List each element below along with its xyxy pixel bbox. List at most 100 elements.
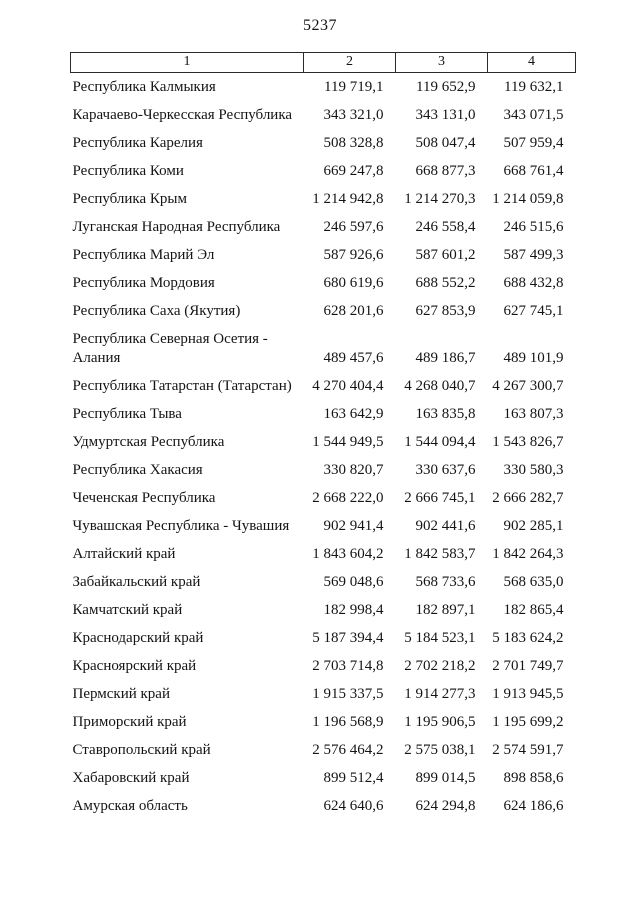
value-cell: 628 201,6 — [323, 302, 384, 319]
header-col-3: 3 — [395, 52, 488, 73]
region-name-cell: Республика Хакасия — [72, 461, 203, 478]
value-cell: 1 913 945,5 — [492, 685, 564, 702]
value-cell: 668 877,3 — [415, 162, 476, 179]
header-col-2: 2 — [303, 52, 396, 73]
value-cell: 507 959,4 — [503, 134, 564, 151]
region-name-cell: Камчатский край — [72, 601, 183, 618]
header-col-4: 4 — [487, 52, 576, 73]
region-name-cell: Республика Карелия — [72, 134, 203, 151]
value-cell: 669 247,8 — [323, 162, 384, 179]
region-name-cell: Республика Тыва — [72, 405, 182, 422]
region-name-cell: Республика Коми — [72, 162, 184, 179]
value-cell: 343 321,0 — [323, 106, 384, 123]
region-name-cell: Забайкальский край — [72, 573, 201, 590]
value-cell: 587 926,6 — [323, 246, 384, 263]
region-name-cell: Амурская область — [72, 797, 188, 814]
value-cell: 343 071,5 — [503, 106, 564, 123]
region-name-cell: Краснодарский край — [72, 629, 204, 646]
page-number: 5237 — [303, 17, 337, 34]
value-cell: 568 733,6 — [415, 573, 476, 590]
table-header: 1 2 3 4 — [70, 52, 576, 73]
value-cell: 624 640,6 — [323, 797, 384, 814]
value-cell: 569 048,6 — [323, 573, 384, 590]
value-cell: 1 843 604,2 — [312, 545, 384, 562]
value-cell: 182 865,4 — [503, 601, 564, 618]
table-row: Ставропольский край 2 576 464,2 2 575 038,… — [71, 736, 576, 764]
table-row: Республика Коми 669 247,8 668 877,3 668 761… — [71, 157, 576, 185]
region-name-cell: Приморский край — [72, 713, 187, 730]
value-cell: 587 601,2 — [415, 246, 476, 263]
value-cell: 5 187 394,4 — [312, 629, 384, 646]
table-row: Луганская Народная Республика 246 597,6 24… — [71, 213, 576, 241]
region-name-cell: Пермский край — [72, 685, 170, 702]
value-cell: 508 328,8 — [323, 134, 384, 151]
table-row: Карачаево-Черкесская Республика 343 321,0… — [71, 101, 576, 129]
table-row: Республика Тыва 163 642,9 163 835,8 163 807… — [71, 400, 576, 428]
value-cell: 246 558,4 — [415, 218, 476, 235]
value-cell: 2 575 038,1 — [404, 741, 476, 758]
value-cell: 668 761,4 — [503, 162, 564, 179]
table-row: Приморский край 1 196 568,9 1 195 906,5 1 1… — [71, 708, 576, 736]
value-cell: 246 515,6 — [503, 218, 564, 235]
value-cell: 1 214 942,8 — [312, 190, 384, 207]
table-row: Пермский край 1 915 337,5 1 914 277,3 1 913… — [71, 680, 576, 708]
value-cell: 627 853,9 — [415, 302, 476, 319]
table-row: Алтайский край 1 843 604,2 1 842 583,7 1 84… — [71, 540, 576, 568]
value-cell: 624 294,8 — [415, 797, 476, 814]
table-row: Удмуртская Республика 1 544 949,5 1 544 09… — [71, 428, 576, 456]
region-name-cell: Чеченская Республика — [72, 489, 216, 506]
table-row: Республика Хакасия 330 820,7 330 637,6 330 … — [71, 456, 576, 484]
value-cell: 587 499,3 — [503, 246, 564, 263]
value-cell: 330 820,7 — [323, 461, 384, 478]
value-cell: 163 807,3 — [503, 405, 564, 422]
region-name-cell: Красноярский край — [72, 657, 197, 674]
table-row: Хабаровский край 899 512,4 899 014,5 898 85… — [71, 764, 576, 792]
value-cell: 1 195 699,2 — [492, 713, 564, 730]
value-cell: 163 642,9 — [323, 405, 384, 422]
value-cell: 343 131,0 — [415, 106, 476, 123]
value-cell: 508 047,4 — [415, 134, 476, 151]
region-name-cell: Республика Татарстан (Татарстан) — [72, 377, 292, 394]
value-cell: 2 666 745,1 — [404, 489, 476, 506]
table-row: Республика Саха (Якутия) 628 201,6 627 853… — [71, 297, 576, 325]
value-cell: 1 196 568,9 — [312, 713, 384, 730]
value-cell: 2 668 222,0 — [312, 489, 384, 506]
value-cell: 182 897,1 — [415, 601, 476, 618]
header-col-1: 1 — [70, 52, 304, 73]
table-row: Забайкальский край 569 048,6 568 733,6 568 … — [71, 568, 576, 596]
value-cell: 902 941,4 — [323, 517, 384, 534]
value-cell: 4 270 404,4 — [312, 377, 384, 394]
table-body: Республика Калмыкия 119 719,1 119 652,9 119… — [71, 73, 576, 821]
region-name-cell: Республика Марий Эл — [72, 246, 215, 263]
value-cell: 4 267 300,7 — [492, 377, 564, 394]
table-row: Чувашская Республика - Чувашия 902 941,4 9… — [71, 512, 576, 540]
value-cell: 182 998,4 — [323, 601, 384, 618]
table-row: Республика Татарстан (Татарстан) 4 270 40… — [71, 372, 576, 400]
table-row: Республика Марий Эл 587 926,6 587 601,2 587… — [71, 241, 576, 269]
value-cell: 624 186,6 — [503, 797, 564, 814]
value-cell: 1 543 826,7 — [492, 433, 564, 450]
region-name-cell: Чувашская Республика - Чувашия — [72, 517, 290, 534]
region-name-cell: Удмуртская Республика — [72, 433, 225, 450]
value-cell: 680 619,6 — [323, 274, 384, 291]
value-cell: 1 195 906,5 — [404, 713, 476, 730]
value-cell: 1 842 264,3 — [492, 545, 564, 562]
value-cell: 4 268 040,7 — [404, 377, 476, 394]
value-cell: 2 666 282,7 — [492, 489, 564, 506]
region-name-cell: Республика Калмыкия — [72, 78, 216, 95]
value-cell: 330 580,3 — [503, 461, 564, 478]
regions-data-table: 1 2 3 4 Республика Калмыкия 119 719,1 119 … — [70, 52, 576, 820]
table-row: Чеченская Республика 2 668 222,0 2 666 745… — [71, 484, 576, 512]
value-cell: 489 101,9 — [503, 349, 564, 366]
region-name-cell: Республика Северная Осетия - Алания — [72, 330, 268, 366]
value-cell: 902 285,1 — [503, 517, 564, 534]
region-name-cell: Республика Крым — [72, 190, 187, 207]
table-header-row: 1 2 3 4 — [70, 52, 576, 73]
region-name-cell: Карачаево-Черкесская Республика — [72, 106, 293, 123]
table-row: Краснодарский край 5 187 394,4 5 184 523,1… — [71, 624, 576, 652]
table-row: Республика Северная Осетия - Алания 489 4… — [71, 325, 576, 372]
region-name-cell: Ставропольский край — [72, 741, 211, 758]
value-cell: 489 186,7 — [415, 349, 476, 366]
value-cell: 246 597,6 — [323, 218, 384, 235]
